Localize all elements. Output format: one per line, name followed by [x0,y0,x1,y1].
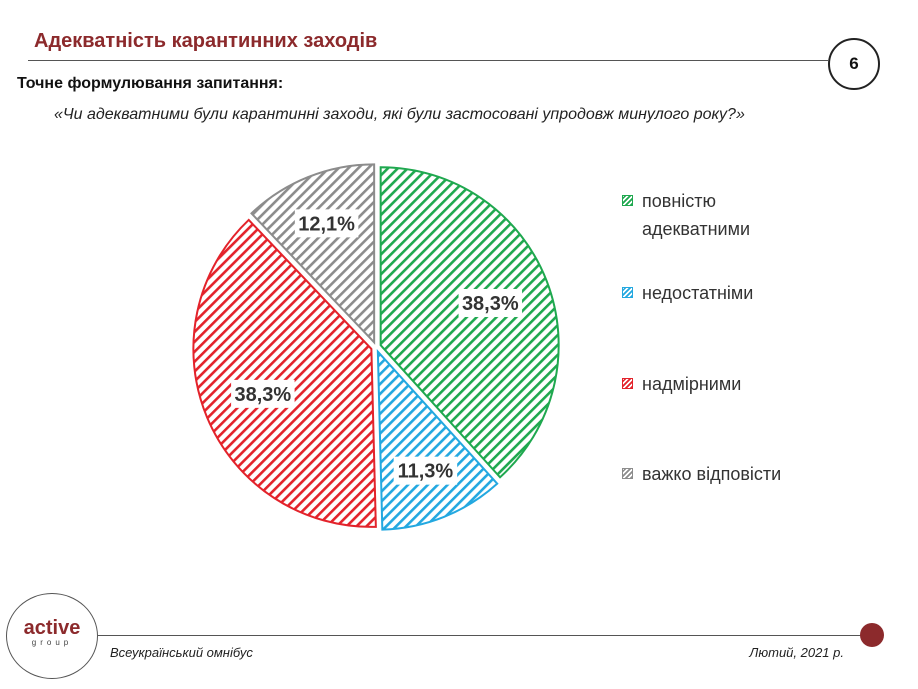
logo-sub-text: group [31,638,73,647]
legend-item-fully-adequate: повністю адекватними [622,187,852,243]
data-label-insufficient: 11,3% [398,461,454,483]
logo-main-text: active [23,617,81,639]
data-label-bg-fully-adequate [458,288,523,317]
footer-date: Лютий, 2021 р. [749,645,844,660]
data-label-hard-to-say: 12,1% [298,213,355,235]
header-divider [28,60,828,61]
legend-label-hard-to-say: важко відповісти [642,464,782,484]
pie-slice-fully-adequate [379,166,560,479]
data-label-bg-excessive [231,379,295,408]
pie-slice-excessive [192,218,377,528]
legend-label-excessive: надмірними [642,374,742,394]
legend-swatch-insufficient [622,287,633,298]
legend-item-excessive: надмірними [622,370,852,398]
slide-title: Адекватність карантинних заходів [34,30,378,52]
legend-label-fully-adequate: повністю адекватними [642,191,751,239]
pie-slice-insufficient [376,348,499,531]
legend-item-insufficient: недостатніми [622,279,852,307]
footer-survey-name: Всеукраїнський омнібус [110,645,253,660]
legend-swatch-fully-adequate [622,195,633,206]
data-label-fully-adequate: 38,3% [462,293,519,315]
data-label-excessive: 38,3% [234,384,291,406]
company-logo: active group [6,593,98,679]
footer-divider [98,635,868,636]
page-number-badge: 6 [828,38,880,90]
question-text: «Чи адекватними були карантинні заходи, … [54,106,745,123]
legend-label-insufficient: недостатніми [642,283,754,303]
data-label-bg-insufficient [393,456,458,485]
question-label: Точне формулювання запитання: [17,75,284,92]
footer-dot [860,623,884,647]
legend-item-hard-to-say: важко відповісти [622,460,852,488]
legend-swatch-hard-to-say [622,468,633,479]
pie-slice-hard-to-say [250,163,376,345]
legend-swatch-excessive [622,378,633,389]
data-label-bg-hard-to-say [294,209,359,238]
